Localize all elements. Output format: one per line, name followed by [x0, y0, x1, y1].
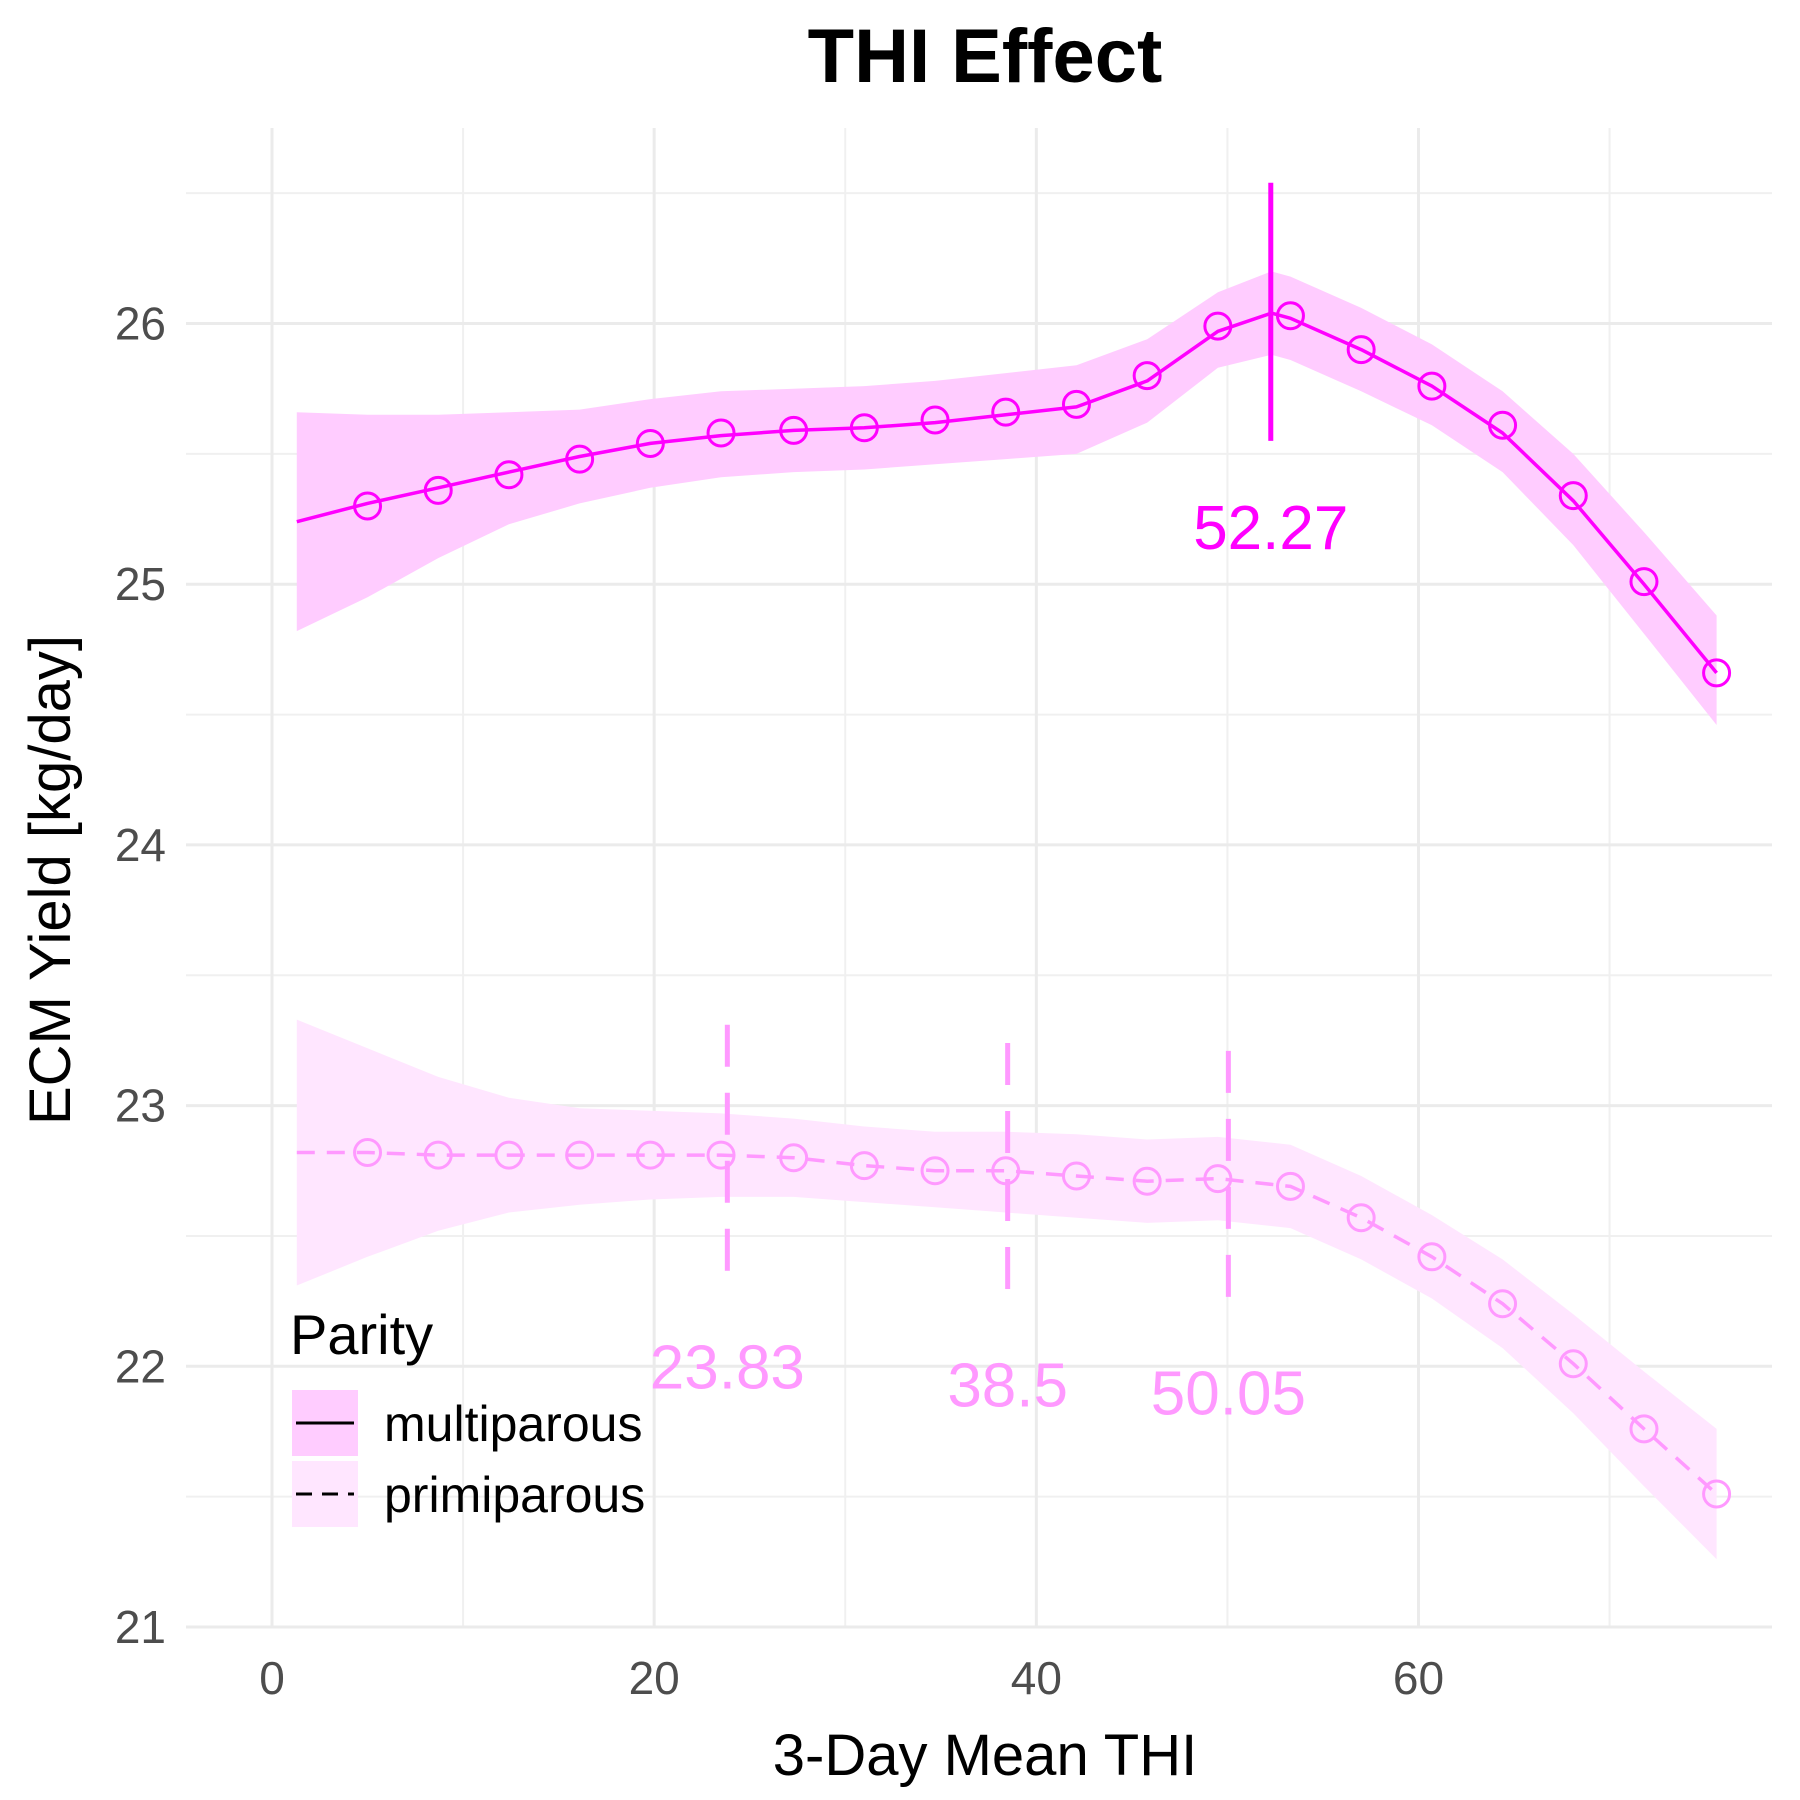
marker-primiparous [1132, 1166, 1162, 1196]
x-tick-label: 60 [1393, 1652, 1444, 1704]
legend: Parity multiparous primiparous [290, 1303, 645, 1527]
legend-label-primiparous: primiparous [384, 1467, 645, 1523]
legend-entry-primiparous: primiparous [292, 1461, 645, 1527]
marker-multiparous [1346, 335, 1376, 365]
x-tick-label: 0 [259, 1652, 285, 1704]
marker-primiparous [849, 1151, 879, 1181]
breakpoint-label-primiparous: 50.05 [1151, 1359, 1306, 1428]
marker-primiparous [779, 1143, 809, 1173]
marker-multiparous [423, 475, 453, 505]
marker-multiparous [635, 428, 665, 458]
legend-label-multiparous: multiparous [384, 1396, 642, 1452]
x-tick-label: 40 [1011, 1652, 1062, 1704]
marker-primiparous [1417, 1242, 1447, 1272]
chart-title: THI Effect [808, 14, 1163, 99]
x-tick-label: 20 [629, 1652, 680, 1704]
marker-multiparous [494, 460, 524, 490]
marker-multiparous [706, 418, 736, 448]
marker-primiparous [706, 1140, 736, 1170]
y-tick-label: 24 [115, 819, 166, 871]
marker-primiparous [353, 1138, 383, 1168]
y-tick-label: 21 [115, 1601, 166, 1653]
marker-multiparous [920, 405, 950, 435]
y-tick-label: 22 [115, 1340, 166, 1392]
marker-multiparous [779, 415, 809, 445]
marker-primiparous [565, 1140, 595, 1170]
marker-multiparous [1275, 301, 1305, 331]
x-axis-title: 3-Day Mean THI [773, 1723, 1197, 1788]
band-primiparous [296, 1019, 1717, 1560]
marker-multiparous [1417, 371, 1447, 401]
grid [186, 128, 1772, 1629]
marker-primiparous [494, 1140, 524, 1170]
marker-multiparous [1629, 567, 1659, 597]
marker-multiparous [1061, 389, 1091, 419]
marker-primiparous [1203, 1164, 1233, 1194]
marker-multiparous [565, 444, 595, 474]
marker-primiparous [1558, 1349, 1588, 1379]
marker-multiparous [991, 397, 1021, 427]
tick-labels: 0 20 40 60 21 22 23 24 25 26 [115, 298, 1444, 1704]
marker-primiparous [920, 1156, 950, 1186]
legend-entry-multiparous: multiparous [292, 1390, 642, 1456]
series-lines [296, 311, 1718, 1496]
marker-primiparous [1629, 1414, 1659, 1444]
marker-primiparous [1702, 1479, 1732, 1509]
marker-primiparous [1488, 1289, 1518, 1319]
marker-primiparous [1275, 1171, 1305, 1201]
marker-multiparous [1488, 410, 1518, 440]
series-markers [353, 301, 1732, 1509]
marker-multiparous [353, 491, 383, 521]
marker-primiparous [635, 1140, 665, 1170]
line-primiparous [296, 1150, 1718, 1496]
y-tick-label: 23 [115, 1080, 166, 1132]
confidence-bands [296, 271, 1717, 1560]
marker-primiparous [1346, 1203, 1376, 1233]
breakpoint-label-multiparous: 52.27 [1193, 494, 1348, 563]
marker-multiparous [849, 413, 879, 443]
y-axis-title: ECM Yield [kg/day] [18, 635, 83, 1125]
marker-multiparous [1132, 361, 1162, 391]
breakpoint-label-primiparous: 23.83 [650, 1333, 805, 1402]
band-multiparous [296, 271, 1717, 725]
marker-primiparous [423, 1140, 453, 1170]
legend-title: Parity [290, 1303, 433, 1366]
marker-multiparous [1203, 311, 1233, 341]
y-tick-label: 26 [115, 298, 166, 350]
breakpoints: 52.27 23.83 38.5 50.05 [650, 182, 1348, 1428]
marker-multiparous [1702, 658, 1732, 688]
marker-primiparous [1061, 1161, 1091, 1191]
line-multiparous [296, 311, 1718, 675]
y-tick-label: 25 [115, 558, 166, 610]
breakpoint-label-primiparous: 38.5 [947, 1352, 1068, 1421]
marker-multiparous [1558, 481, 1588, 511]
